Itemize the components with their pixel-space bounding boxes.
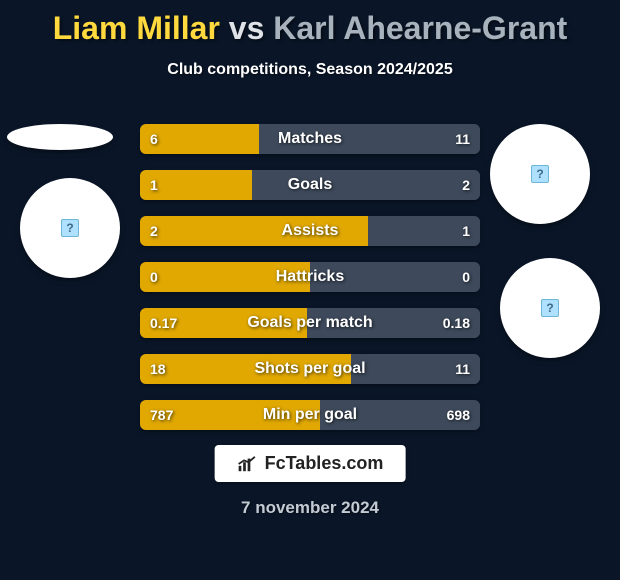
player2-name: Karl Ahearne-Grant (273, 10, 567, 46)
stat-label: Shots per goal (140, 354, 480, 384)
stat-row: 1811Shots per goal (140, 354, 480, 384)
vs-label: vs (229, 10, 265, 46)
missing-image-icon: ? (531, 165, 549, 183)
chart-icon (237, 455, 259, 473)
subtitle: Club competitions, Season 2024/2025 (0, 61, 620, 79)
brand-label: FcTables.com (265, 453, 384, 474)
stat-row: 787698Min per goal (140, 400, 480, 430)
brand-badge: FcTables.com (215, 445, 406, 482)
avatar-circle-right-2: ? (500, 258, 600, 358)
stat-row: 12Goals (140, 170, 480, 200)
missing-image-icon: ? (541, 299, 559, 317)
stat-label: Assists (140, 216, 480, 246)
stats-bars: 611Matches 12Goals 21Assists 00Hattricks 0.1… (140, 124, 480, 446)
avatar-circle-right-1: ? (490, 124, 590, 224)
footer-date: 7 november 2024 (0, 498, 620, 518)
stat-row: 21Assists (140, 216, 480, 246)
stat-label: Goals per match (140, 308, 480, 338)
player1-name: Liam Millar (53, 10, 220, 46)
stat-label: Hattricks (140, 262, 480, 292)
stat-label: Matches (140, 124, 480, 154)
avatar-circle-left: ? (20, 178, 120, 278)
stat-row: 611Matches (140, 124, 480, 154)
page-title: Liam Millar vs Karl Ahearne-Grant (0, 0, 620, 47)
stat-row: 00Hattricks (140, 262, 480, 292)
stat-label: Goals (140, 170, 480, 200)
stat-row: 0.170.18Goals per match (140, 308, 480, 338)
missing-image-icon: ? (61, 219, 79, 237)
avatar-ellipse-left (7, 124, 113, 150)
stat-label: Min per goal (140, 400, 480, 430)
